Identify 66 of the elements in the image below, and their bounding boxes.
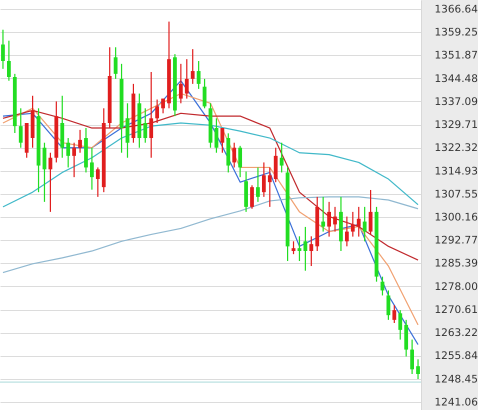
candlestick	[149, 71, 154, 158]
candlestick	[143, 108, 148, 144]
y-tick-label: 1278.00	[434, 280, 478, 293]
candlestick	[298, 236, 302, 262]
candlestick	[1, 29, 5, 70]
candlestick	[202, 78, 206, 109]
candlestick	[90, 147, 94, 190]
y-tick-label: 1292.77	[434, 234, 478, 247]
candlestick	[398, 310, 402, 340]
candlestick	[196, 60, 201, 90]
y-tick-label: 1337.09	[434, 96, 478, 108]
candlestick	[78, 129, 82, 154]
y-tick-label: 1248.45	[434, 373, 478, 386]
y-tick-label: 1344.48	[434, 72, 478, 85]
candlestick	[96, 166, 100, 198]
candlestick	[214, 118, 218, 154]
candlestick	[362, 206, 367, 242]
y-tick-label: 1366.64	[434, 3, 478, 16]
candlestick	[368, 189, 372, 236]
candlestick	[392, 304, 396, 324]
candlestick	[66, 137, 70, 168]
y-tick-label: 1307.55	[434, 188, 478, 200]
y-tick-label: 1314.93	[434, 165, 478, 178]
candlestick	[274, 147, 278, 183]
y-tick-label: 1329.71	[434, 119, 478, 132]
candlestick	[18, 108, 23, 148]
line-series	[2, 196, 419, 274]
candlestick	[280, 142, 284, 174]
candlestick	[386, 290, 390, 320]
candlestick	[42, 142, 46, 202]
candlestick	[303, 226, 308, 272]
candlestick	[262, 162, 266, 198]
candlestick	[309, 236, 314, 267]
candlestick	[250, 184, 254, 210]
y-tick-label: 1300.16	[434, 212, 478, 224]
candlestick	[410, 338, 414, 375]
candlestick	[72, 142, 76, 178]
y-tick-label: 1255.84	[434, 350, 478, 362]
candlestick	[114, 46, 118, 80]
candlestick	[161, 98, 165, 114]
y-tick-label: 1322.32	[434, 142, 478, 154]
y-tick-label: 1285.39	[434, 258, 478, 270]
y-tick-label: 1241.06	[434, 396, 478, 408]
y-tick-label: 1359.25	[434, 26, 478, 39]
candlestick	[256, 166, 260, 202]
candlestick	[333, 206, 337, 232]
candlestick	[238, 145, 242, 178]
candlestick	[178, 63, 183, 104]
candlestick	[155, 98, 160, 124]
candlestick	[48, 152, 52, 212]
candlestick	[327, 201, 331, 238]
y-tick-label: 1263.22	[434, 327, 478, 340]
y-tick-label: 1270.61	[434, 304, 478, 316]
candlestick	[292, 240, 296, 255]
line-series	[2, 110, 419, 261]
candlestick	[380, 276, 384, 296]
y-tick-label: 1351.87	[434, 50, 478, 62]
candlestick	[6, 40, 11, 82]
candlestick	[350, 211, 355, 238]
candlestick	[190, 48, 195, 84]
candlestick	[416, 358, 420, 380]
candlestick	[184, 58, 189, 100]
candlestick	[220, 127, 224, 154]
candlestick	[232, 142, 236, 168]
candlestick	[344, 216, 349, 247]
candlestick	[321, 196, 326, 232]
